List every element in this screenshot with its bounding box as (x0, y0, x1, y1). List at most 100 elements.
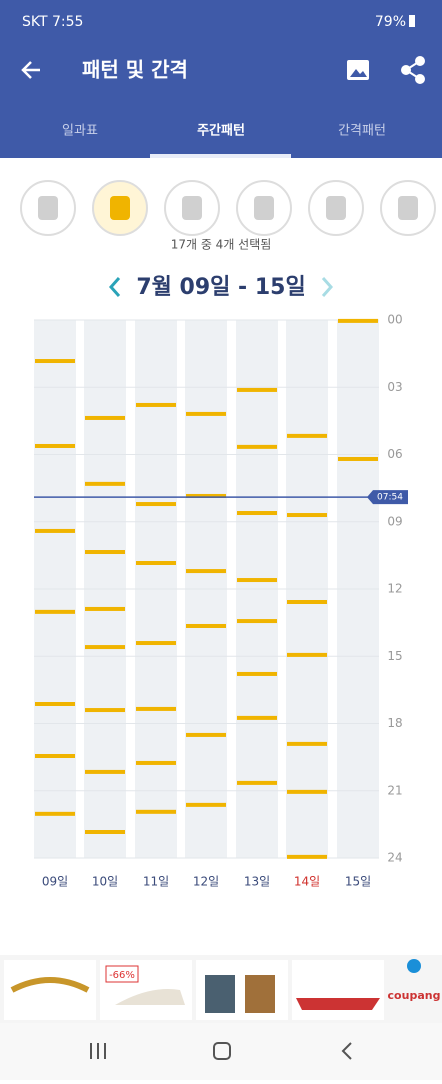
icon-glyph (326, 196, 346, 220)
x-tick-label: 12일 (193, 875, 219, 889)
event-bar (136, 809, 176, 814)
event-bar (35, 443, 75, 448)
battery: 79% (375, 14, 406, 30)
battery-icon (409, 15, 415, 27)
ad-image (115, 989, 185, 1005)
now-label: 07:54 (377, 493, 403, 503)
tab-indicator (150, 154, 291, 158)
event-bar (136, 560, 176, 565)
event-bar (287, 433, 327, 438)
tab[interactable]: 주간패턴 (197, 123, 245, 139)
icon-glyph (254, 196, 274, 220)
ad-brand: coupang (388, 989, 441, 1002)
y-tick-label: 21 (387, 783, 402, 797)
icon-glyph (182, 196, 202, 220)
event-bar (237, 780, 277, 785)
nav-bar (0, 1023, 442, 1080)
tab[interactable]: 일과표 (62, 124, 98, 139)
ad-image (10, 977, 90, 993)
event-bar (237, 671, 277, 676)
ad-image (245, 975, 275, 1013)
event-bar (186, 623, 226, 628)
x-tick-label: 14일 (294, 875, 320, 889)
event-bar (35, 359, 75, 364)
event-bar (287, 854, 327, 859)
ad-info[interactable] (407, 959, 421, 973)
event-bar (287, 513, 327, 518)
prev-week[interactable] (108, 277, 121, 297)
event-bar (287, 600, 327, 605)
icon-glyph (398, 196, 418, 220)
nav-recent[interactable] (90, 1043, 106, 1059)
event-bar (85, 708, 125, 713)
event-bar (85, 481, 125, 486)
event-bar (338, 318, 378, 323)
event-bar (186, 493, 226, 498)
selection-text: 17개 중 4개 선택됨 (171, 238, 272, 252)
icon-glyph (38, 196, 58, 220)
event-bar (136, 402, 176, 407)
y-tick-label: 06 (387, 447, 402, 461)
status-left: SKT 7:55 (22, 14, 83, 30)
event-bar (35, 811, 75, 816)
event-bar (287, 652, 327, 657)
event-bar (85, 645, 125, 650)
event-bar (136, 502, 176, 507)
back-button[interactable] (21, 61, 40, 79)
event-bar (237, 387, 277, 392)
tab[interactable]: 간격패턴 (338, 124, 386, 139)
event-bar (186, 411, 226, 416)
event-bar (85, 829, 125, 834)
x-tick-label: 10일 (92, 875, 118, 889)
event-bar (136, 706, 176, 711)
event-bar (136, 641, 176, 646)
ad-discount: -66% (109, 970, 135, 981)
event-bar (136, 760, 176, 765)
x-tick-label: 13일 (244, 875, 270, 889)
event-bar (35, 701, 75, 706)
event-bar (237, 619, 277, 624)
y-tick-label: 24 (387, 851, 402, 865)
image-button[interactable] (347, 60, 369, 80)
next-week[interactable] (321, 277, 334, 297)
event-bar (186, 732, 226, 737)
event-bar (287, 789, 327, 794)
event-bar (237, 444, 277, 449)
share-button[interactable] (401, 56, 425, 84)
date-range: 7월 09일 - 15일 (136, 275, 305, 300)
nav-home[interactable] (213, 1042, 231, 1060)
event-bar (237, 578, 277, 583)
x-tick-label: 11일 (143, 875, 169, 889)
ad-badge (105, 965, 139, 983)
nav-back[interactable] (341, 1042, 352, 1060)
event-bar (186, 569, 226, 574)
event-bar (85, 550, 125, 555)
y-tick-label: 18 (387, 716, 402, 730)
ad-item[interactable] (292, 960, 384, 1020)
event-bar (35, 528, 75, 533)
header-title: 패턴 및 간격 (82, 58, 188, 82)
event-bar (85, 769, 125, 774)
y-tick-label: 09 (387, 514, 402, 528)
event-bar (85, 415, 125, 420)
event-bar (186, 802, 226, 807)
ad-item[interactable] (4, 960, 96, 1020)
icon-glyph (110, 196, 130, 220)
ad-image (205, 975, 235, 1013)
x-tick-label: 15일 (345, 875, 371, 889)
y-tick-label: 15 (387, 649, 402, 663)
y-tick-label: 00 (387, 313, 402, 327)
event-bar (85, 606, 125, 611)
event-bar (338, 456, 378, 461)
y-tick-label: 03 (387, 380, 402, 394)
event-bar (35, 754, 75, 759)
now-badge (367, 490, 408, 505)
ad-image (296, 998, 380, 1010)
x-tick-label: 09일 (42, 875, 68, 889)
y-tick-label: 12 (387, 582, 402, 596)
event-bar (287, 741, 327, 746)
event-bar (237, 715, 277, 720)
event-bar (35, 609, 75, 614)
